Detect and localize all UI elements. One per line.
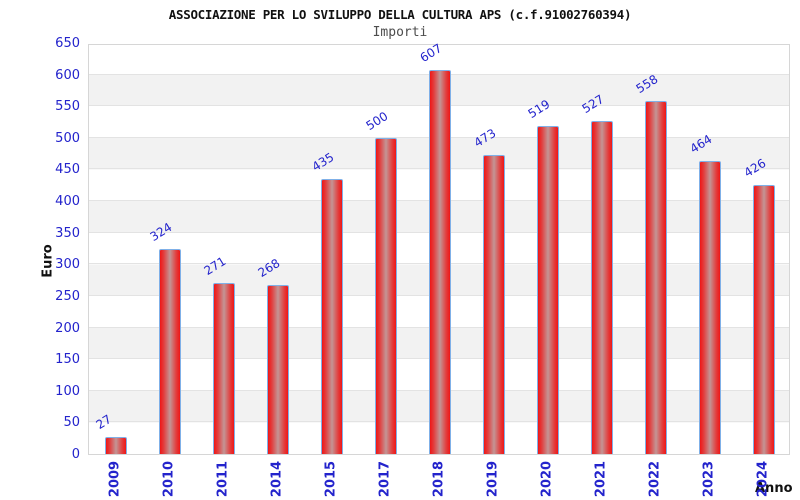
- bar-value-label: 271: [201, 253, 229, 278]
- x-tick-label-2022: 2022: [647, 460, 663, 498]
- bar-value-label: 324: [147, 220, 175, 245]
- y-tick-label: 200: [55, 320, 80, 336]
- x-tick-label-2011: 2011: [215, 460, 231, 498]
- x-tick-label-2021: 2021: [593, 460, 609, 498]
- x-axis-title: Anno: [755, 481, 793, 496]
- bar-value-label: 426: [741, 155, 769, 180]
- y-tick-label: 100: [55, 383, 80, 399]
- chart-title: ASSOCIAZIONE PER LO SVILUPPO DELLA CULTU…: [168, 7, 632, 22]
- y-tick-label: 0: [71, 447, 80, 462]
- x-tick-label-2015: 2015: [323, 460, 339, 498]
- y-tick-label: 350: [55, 225, 80, 241]
- bar-2024: [753, 184, 775, 454]
- bar-2023: [699, 160, 721, 454]
- chart-subtitle: Importi: [372, 25, 428, 40]
- y-tick-label: 150: [55, 352, 80, 368]
- x-tick-label-2020: 2020: [539, 460, 555, 498]
- bar-value-label: 527: [579, 91, 607, 116]
- y-tick-label: 500: [55, 130, 80, 146]
- x-tick-label-2023: 2023: [701, 460, 717, 498]
- bar-value-label: 464: [687, 131, 715, 156]
- x-tick-label-2018: 2018: [431, 460, 447, 498]
- y-tick-label: 250: [55, 288, 80, 304]
- bar-value-label: 607: [417, 41, 445, 66]
- y-tick-label: 400: [55, 194, 80, 210]
- y-tick-label: 550: [55, 99, 80, 115]
- y-tick-label: 600: [55, 67, 80, 83]
- bar-value-label: 558: [633, 72, 661, 97]
- bar-2009: [105, 436, 127, 454]
- y-tick-label: 650: [55, 36, 80, 51]
- x-tick-label-2014: 2014: [269, 460, 285, 498]
- bar-2019: [483, 154, 505, 454]
- bar-2021: [591, 120, 613, 454]
- bar-value-label: 435: [309, 149, 337, 174]
- y-tick-label: 300: [55, 257, 80, 273]
- bar-value-label: 500: [363, 108, 391, 133]
- x-tick-label-2010: 2010: [161, 460, 177, 498]
- bar-2017: [375, 137, 397, 454]
- bar-value-label: 473: [471, 125, 499, 150]
- x-tick-label-2024: 2024: [755, 460, 771, 498]
- bar-2018: [429, 70, 451, 454]
- bar-2014: [267, 284, 289, 454]
- bar-value-label: 268: [255, 255, 283, 280]
- x-tick-label-2017: 2017: [377, 460, 393, 498]
- y-tick-label: 50: [63, 415, 80, 431]
- y-tick-label: 450: [55, 162, 80, 178]
- bar-2015: [321, 178, 343, 454]
- x-tick-label-2009: 2009: [107, 460, 123, 498]
- plot-area: 27 324 271 268 435 500 607 473 519 527 558 464 426: [88, 41, 790, 455]
- bar-2010: [159, 249, 181, 454]
- x-tick-label-2019: 2019: [485, 460, 501, 498]
- bar-2011: [213, 282, 235, 454]
- bar-value-label: 519: [525, 96, 553, 121]
- bar-value-label: 27: [93, 411, 114, 432]
- bar-2022: [645, 101, 667, 454]
- bar-2020: [537, 125, 559, 454]
